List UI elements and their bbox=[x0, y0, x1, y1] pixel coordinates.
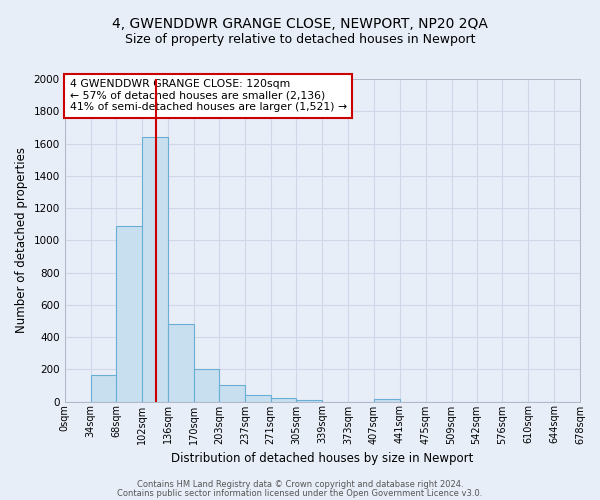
Text: 4, GWENDDWR GRANGE CLOSE, NEWPORT, NP20 2QA: 4, GWENDDWR GRANGE CLOSE, NEWPORT, NP20 … bbox=[112, 18, 488, 32]
Text: Contains public sector information licensed under the Open Government Licence v3: Contains public sector information licen… bbox=[118, 490, 482, 498]
Text: Size of property relative to detached houses in Newport: Size of property relative to detached ho… bbox=[125, 32, 475, 46]
Y-axis label: Number of detached properties: Number of detached properties bbox=[15, 148, 28, 334]
Text: Contains HM Land Registry data © Crown copyright and database right 2024.: Contains HM Land Registry data © Crown c… bbox=[137, 480, 463, 489]
Bar bbox=[142, 137, 168, 402]
Bar bbox=[296, 400, 322, 402]
Bar bbox=[168, 324, 194, 402]
Bar bbox=[116, 226, 142, 402]
X-axis label: Distribution of detached houses by size in Newport: Distribution of detached houses by size … bbox=[171, 452, 473, 465]
Text: 4 GWENDDWR GRANGE CLOSE: 120sqm
← 57% of detached houses are smaller (2,136)
41%: 4 GWENDDWR GRANGE CLOSE: 120sqm ← 57% of… bbox=[70, 79, 347, 112]
Bar bbox=[219, 386, 245, 402]
Bar bbox=[374, 399, 400, 402]
Bar bbox=[194, 370, 219, 402]
Bar bbox=[245, 395, 271, 402]
Bar bbox=[271, 398, 296, 402]
Bar bbox=[91, 375, 116, 402]
